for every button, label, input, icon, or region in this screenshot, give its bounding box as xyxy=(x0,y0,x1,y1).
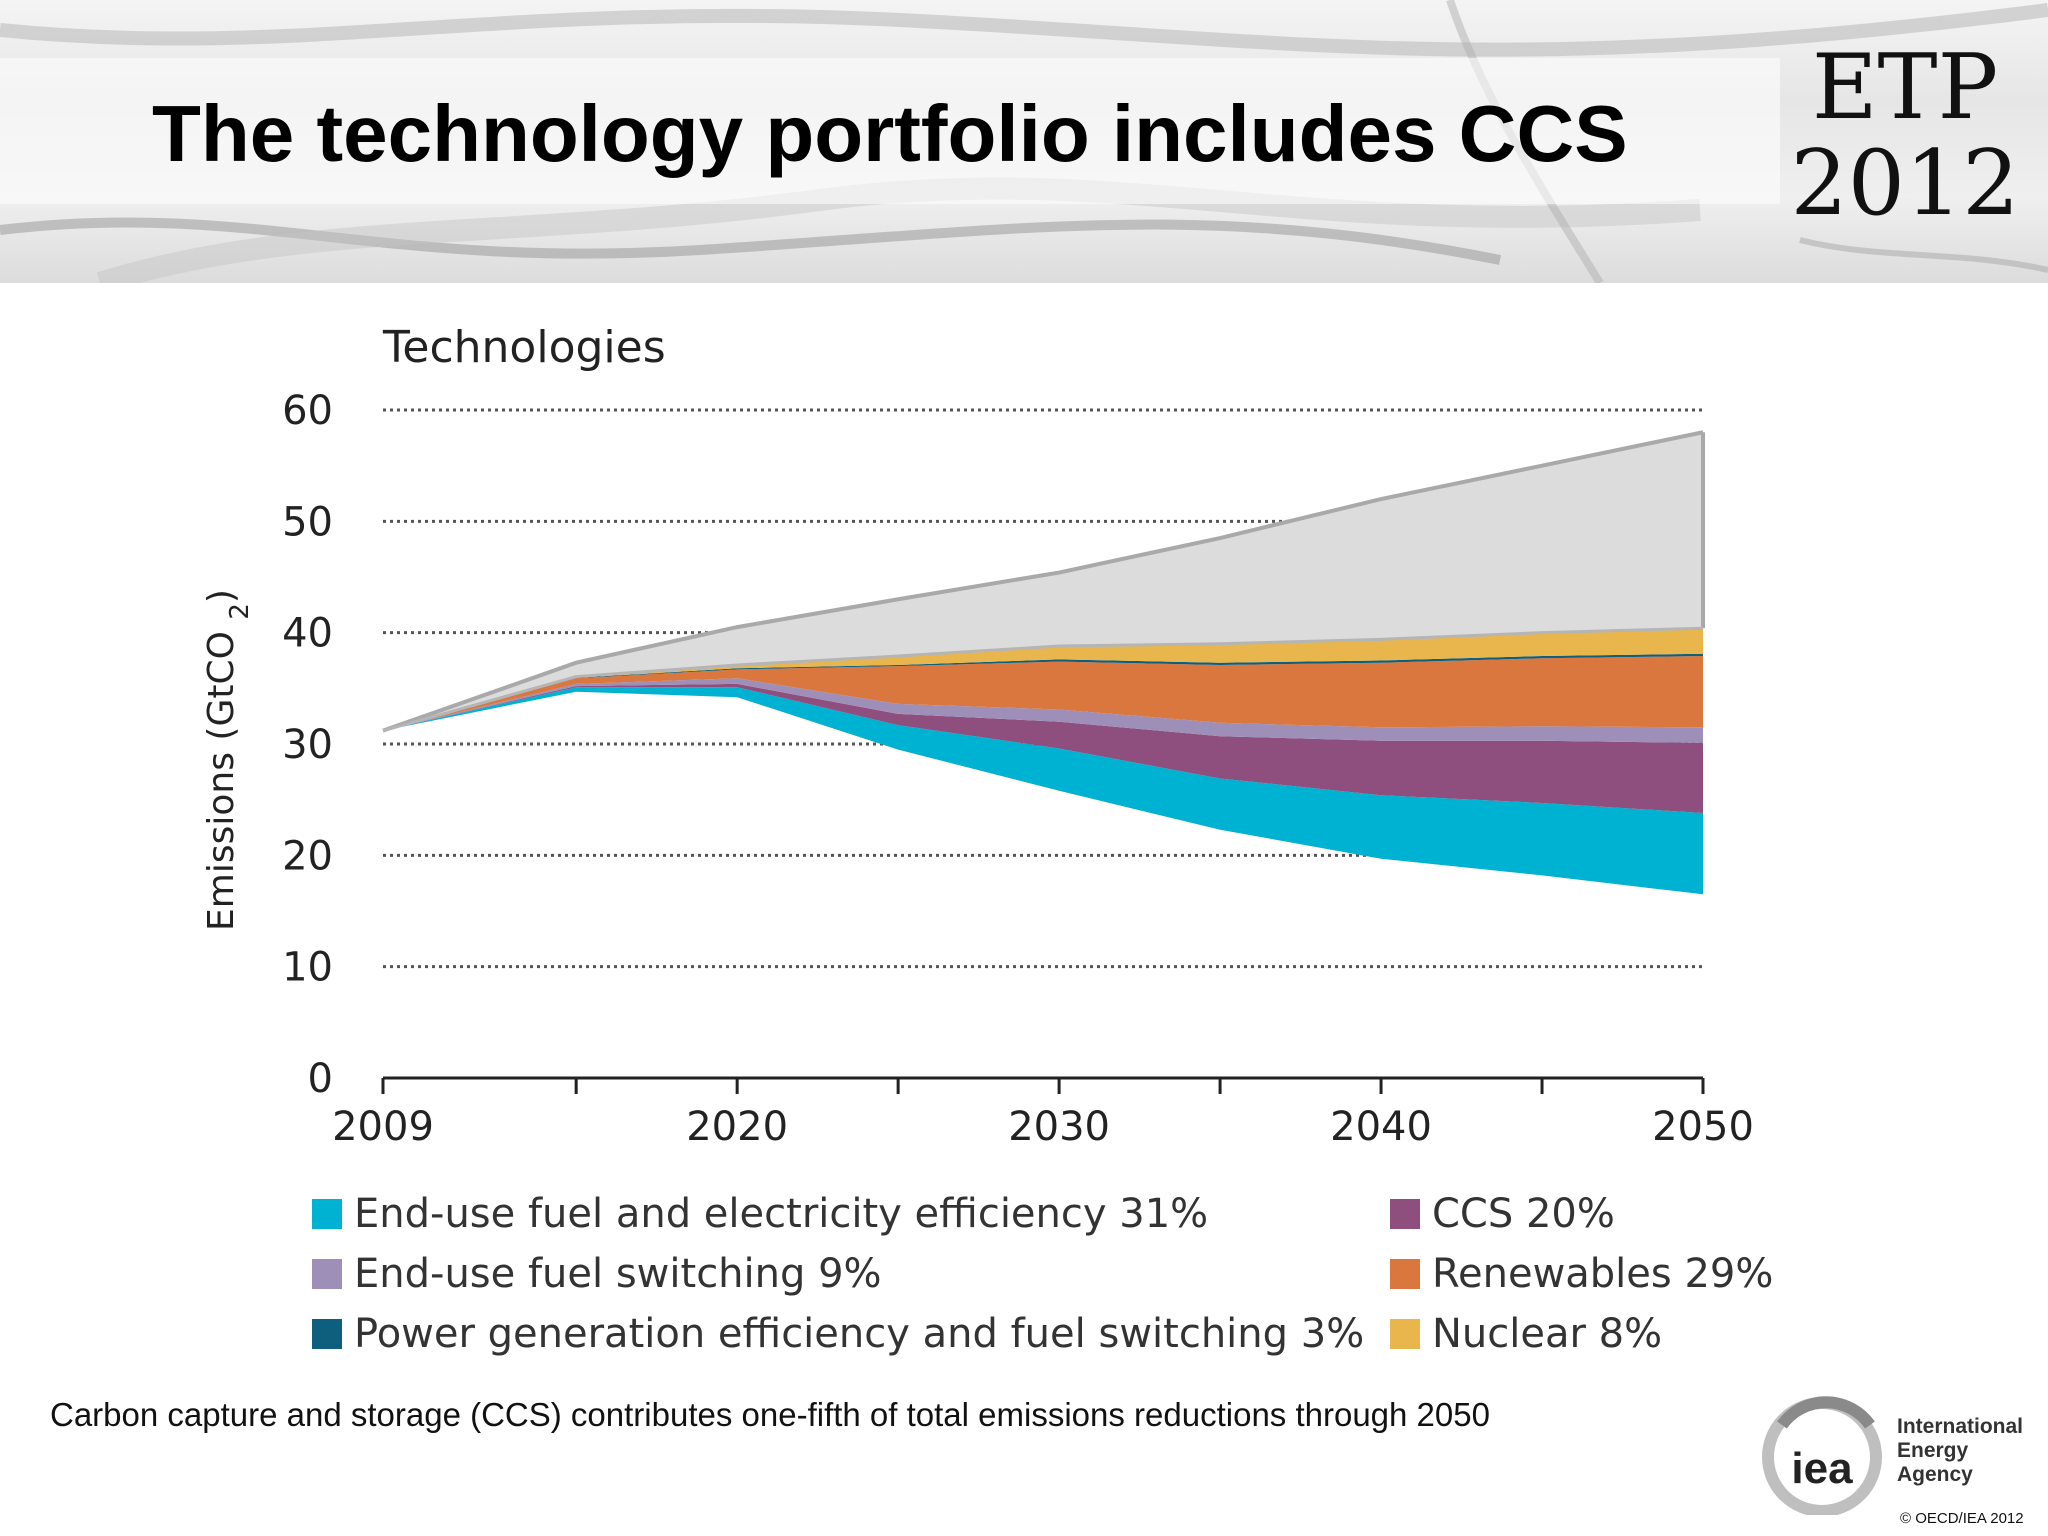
area-series xyxy=(382,430,1705,895)
y-tick-label-50: 50 xyxy=(282,499,333,545)
iea-logo-text: iea xyxy=(1791,1444,1853,1493)
etp-2012-badge: ETP 2012 xyxy=(1780,40,2030,232)
y-axis-label: Emissions (GtCO 2) xyxy=(201,589,255,931)
iea-name-line-2: Energy Agency xyxy=(1897,1439,1973,1486)
copyright: © OECD/IEA 2012 xyxy=(1900,1510,2024,1527)
x-tick-label-2009: 2009 xyxy=(332,1104,434,1150)
y-tick-label-60: 60 xyxy=(282,388,333,434)
y-axis-label-subscript: 2 xyxy=(225,603,255,620)
header-banner xyxy=(0,0,2048,283)
badge-line-2: 2012 xyxy=(1790,131,2020,236)
x-tick-label-2040: 2040 xyxy=(1330,1104,1432,1150)
caption: Carbon capture and storage (CCS) contrib… xyxy=(50,1396,1490,1433)
y-axis-label-tail: ) xyxy=(201,589,242,603)
iea-name-line-1: International xyxy=(1897,1415,2024,1438)
area-series-6 xyxy=(383,628,1703,731)
y-axis-label-text: Emissions (GtCO xyxy=(201,631,242,931)
y-tick-label-20: 20 xyxy=(282,833,333,879)
chart-title: Technologies xyxy=(382,322,666,373)
x-tick-label-2030: 2030 xyxy=(1008,1104,1110,1150)
x-tick-label-2050: 2050 xyxy=(1652,1104,1754,1150)
area-series-2 xyxy=(383,683,1703,813)
area-series-1 xyxy=(383,687,1703,895)
badge-line-1: ETP xyxy=(1811,35,1999,140)
iea-logo: iea xyxy=(1762,1396,1882,1515)
area-series-4 xyxy=(383,656,1703,731)
y-tick-label-30: 30 xyxy=(282,722,333,768)
baseline-line xyxy=(382,430,1704,733)
y-tick-label-10: 10 xyxy=(282,945,333,991)
iea-name: International Energy Agency xyxy=(1897,1415,2048,1487)
title-band xyxy=(0,58,1780,204)
x-tick-label-2020: 2020 xyxy=(686,1104,788,1150)
remaining-emissions-area xyxy=(383,432,1703,731)
y-tick-label-0: 0 xyxy=(308,1056,333,1102)
area-series-3 xyxy=(383,678,1703,743)
stack-top-line xyxy=(382,626,1704,733)
y-tick-label-40: 40 xyxy=(282,611,333,657)
slide-title: The technology portfolio includes CCS xyxy=(152,89,1628,178)
